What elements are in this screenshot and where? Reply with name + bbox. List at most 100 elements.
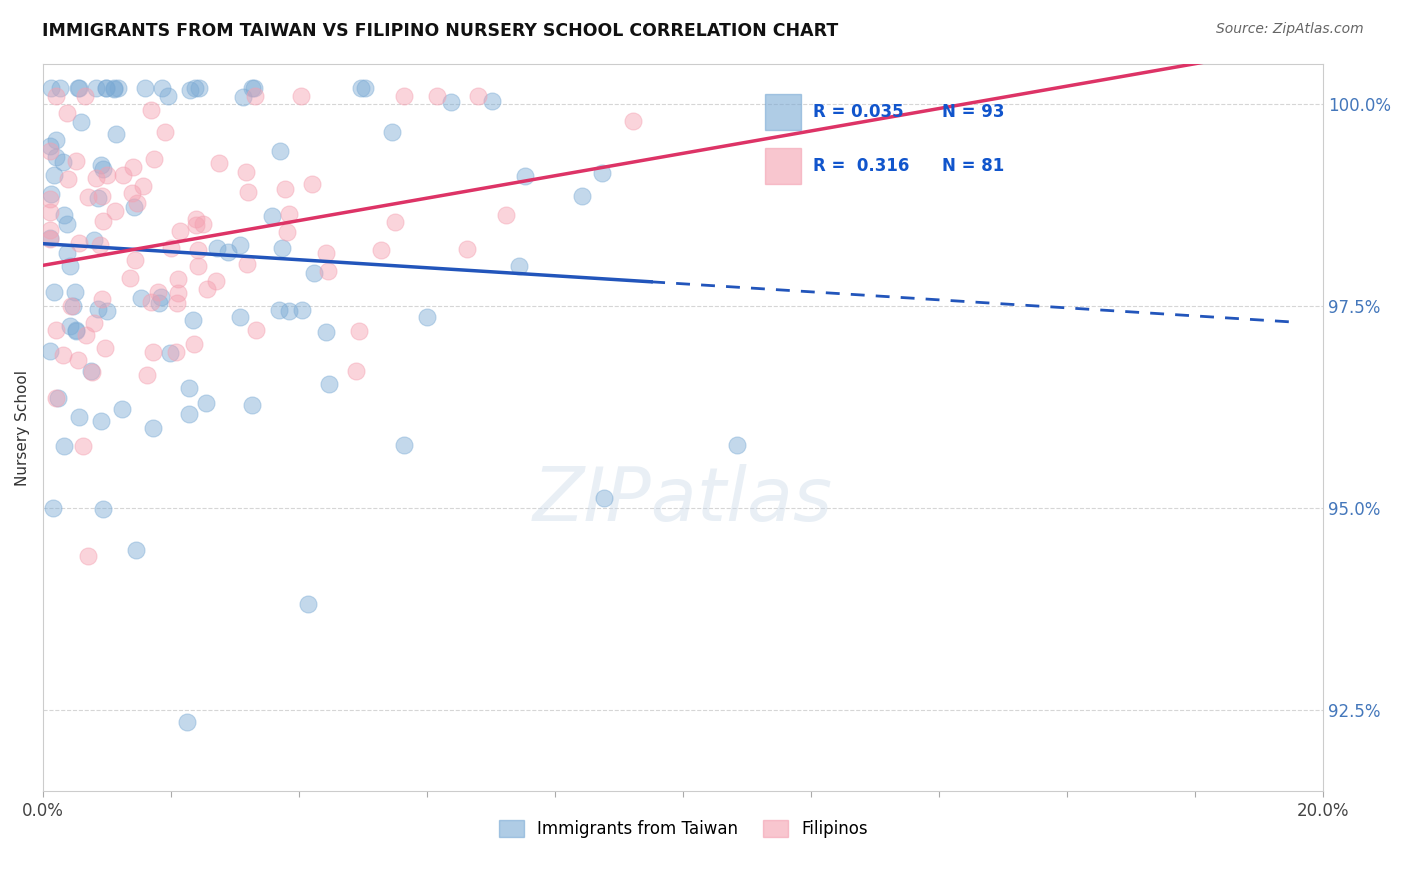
Point: [229, 237, 252, 252]
Point: [75, 89, 97, 103]
Point: [315, 325, 337, 339]
Point: [65, 285, 87, 300]
Point: [118, 271, 141, 285]
Point: [42, 168, 65, 182]
Point: [318, 377, 340, 392]
Point: [65, 154, 87, 169]
Point: [571, 188, 593, 202]
Point: [278, 304, 301, 318]
Point: [150, 81, 173, 95]
Point: [67, 81, 90, 95]
Point: [90, 158, 112, 172]
Point: [394, 89, 416, 103]
Point: [725, 437, 748, 451]
Point: [344, 364, 367, 378]
Point: [52, 208, 75, 222]
Point: [38, 204, 60, 219]
Point: [45, 133, 67, 147]
Point: [592, 491, 614, 506]
Point: [46, 391, 69, 405]
Point: [235, 165, 257, 179]
Point: [276, 225, 298, 239]
Point: [236, 186, 259, 200]
Point: [80, 365, 103, 379]
Point: [142, 345, 165, 359]
Point: [146, 285, 169, 300]
Point: [245, 89, 267, 103]
Point: [45, 391, 67, 405]
Point: [354, 81, 377, 95]
Point: [456, 242, 478, 256]
Point: [208, 156, 231, 170]
Point: [240, 398, 263, 412]
Point: [350, 81, 373, 95]
Point: [384, 215, 406, 229]
Point: [315, 246, 337, 260]
Point: [84, 81, 107, 95]
Point: [243, 81, 266, 95]
Point: [94, 81, 117, 95]
Point: [177, 381, 200, 395]
Point: [426, 89, 449, 103]
Point: [205, 241, 228, 255]
Point: [89, 237, 111, 252]
Point: [67, 81, 90, 95]
Point: [103, 81, 125, 95]
Point: [56, 171, 79, 186]
Point: [271, 240, 294, 254]
Point: [160, 241, 183, 255]
Point: [38, 343, 60, 358]
Point: [45, 89, 67, 103]
Point: [125, 542, 148, 557]
Point: [159, 346, 181, 360]
Point: [124, 253, 146, 268]
Point: [42, 500, 65, 515]
Point: [59, 299, 82, 313]
Point: [91, 292, 114, 306]
Point: [290, 89, 312, 103]
Point: [91, 161, 114, 176]
Point: [179, 82, 201, 96]
Point: [122, 200, 145, 214]
Point: [105, 127, 128, 141]
Point: [141, 103, 163, 117]
Text: IMMIGRANTS FROM TAIWAN VS FILIPINO NURSERY SCHOOL CORRELATION CHART: IMMIGRANTS FROM TAIWAN VS FILIPINO NURSE…: [42, 22, 838, 40]
Point: [104, 203, 127, 218]
Point: [53, 439, 76, 453]
Point: [260, 209, 283, 223]
Point: [513, 169, 536, 183]
Point: [56, 106, 79, 120]
Point: [38, 192, 60, 206]
Point: [195, 281, 218, 295]
Point: [87, 301, 110, 316]
Point: [56, 246, 79, 260]
Point: [90, 414, 112, 428]
Point: [217, 244, 239, 259]
Point: [91, 502, 114, 516]
Point: [148, 296, 170, 310]
Point: [245, 323, 267, 337]
Point: [76, 190, 98, 204]
Point: [184, 212, 207, 227]
Point: [440, 95, 463, 109]
Point: [80, 364, 103, 378]
Point: [90, 189, 112, 203]
Point: [191, 217, 214, 231]
Point: [157, 88, 180, 103]
Point: [45, 323, 67, 337]
Point: [72, 439, 94, 453]
Point: [167, 272, 190, 286]
Point: [187, 259, 209, 273]
Point: [87, 191, 110, 205]
Point: [96, 304, 118, 318]
Point: [166, 296, 188, 310]
Point: [83, 316, 105, 330]
Point: [235, 257, 257, 271]
Point: [48, 81, 70, 95]
Point: [316, 264, 339, 278]
Point: [392, 438, 415, 452]
Point: [67, 410, 90, 425]
Point: [269, 144, 291, 158]
Point: [228, 310, 250, 324]
Point: [96, 168, 118, 182]
